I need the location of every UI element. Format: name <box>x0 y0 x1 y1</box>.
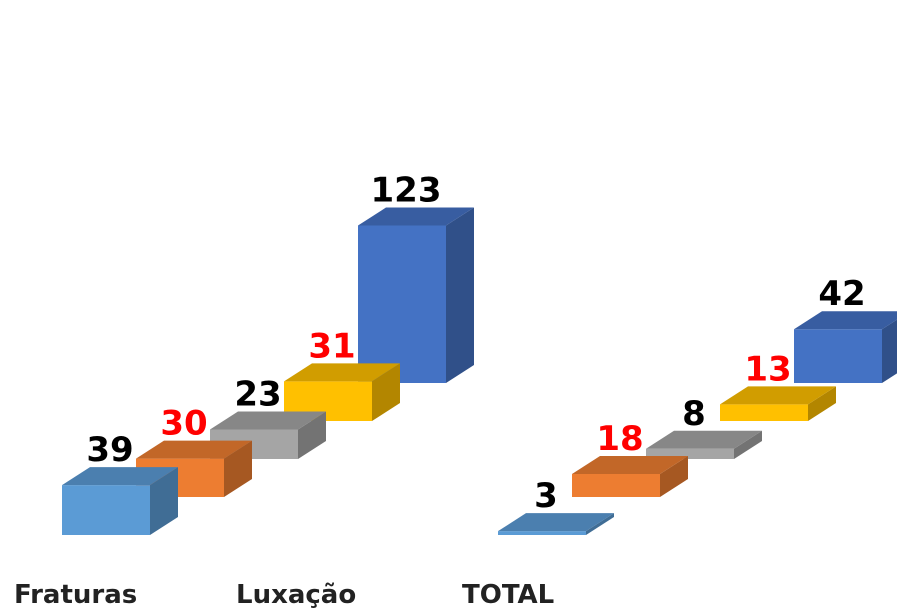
bar-side-face <box>372 363 400 421</box>
bar-side-face <box>298 411 326 459</box>
bar-top-face <box>210 411 326 430</box>
bar-luxao-series-5 <box>794 311 897 383</box>
bar-top-face <box>572 455 688 474</box>
data-label: 18 <box>596 419 643 459</box>
data-label: 13 <box>744 349 791 389</box>
bar-side-face <box>446 207 474 383</box>
bar-side-face <box>734 430 762 459</box>
bar-top-face <box>62 467 178 486</box>
bar-top-face <box>284 363 400 382</box>
bar-side-face <box>224 440 252 497</box>
bar-top-face <box>498 513 614 532</box>
bar-fraturas-series-4 <box>284 363 400 421</box>
bar-luxao-series-1 <box>498 513 614 535</box>
data-label: 8 <box>682 394 706 434</box>
bar-front-face <box>284 381 372 421</box>
bar-side-face <box>808 386 836 421</box>
data-label: 123 <box>371 171 442 211</box>
bar-front-face <box>498 531 586 535</box>
bar-top-face <box>136 440 252 459</box>
bar-fraturas-series-5 <box>358 207 474 383</box>
data-label: 30 <box>160 404 207 444</box>
data-label: 31 <box>308 326 355 366</box>
bar-fraturas-series-1 <box>62 467 178 535</box>
bar-side-face <box>882 319 897 383</box>
bar-luxao-series-3 <box>646 430 762 459</box>
data-label: 39 <box>86 430 133 470</box>
bar-top-face <box>646 430 762 449</box>
bar-top-face <box>794 311 897 330</box>
bar-front-face <box>62 485 150 535</box>
bar-side-face <box>660 455 688 497</box>
data-label: 23 <box>234 375 281 415</box>
bar-front-face <box>794 329 882 383</box>
bar-front-face <box>720 404 808 421</box>
category-label-fraturas: Fraturas <box>14 580 138 610</box>
bar-top-face <box>720 386 836 405</box>
category-label-total: TOTAL <box>462 580 555 610</box>
category-label-luxacao: Luxação <box>236 580 357 610</box>
bar-side-face <box>586 513 614 535</box>
bar-luxao-series-4 <box>720 386 836 421</box>
data-label: 42 <box>818 274 865 314</box>
bar-front-face <box>572 473 660 497</box>
bar-side-face <box>150 467 178 535</box>
bar-luxao-series-2 <box>572 455 688 497</box>
bar-top-face <box>358 207 474 226</box>
data-label: 3 <box>534 476 558 516</box>
bar-front-face <box>358 225 446 383</box>
